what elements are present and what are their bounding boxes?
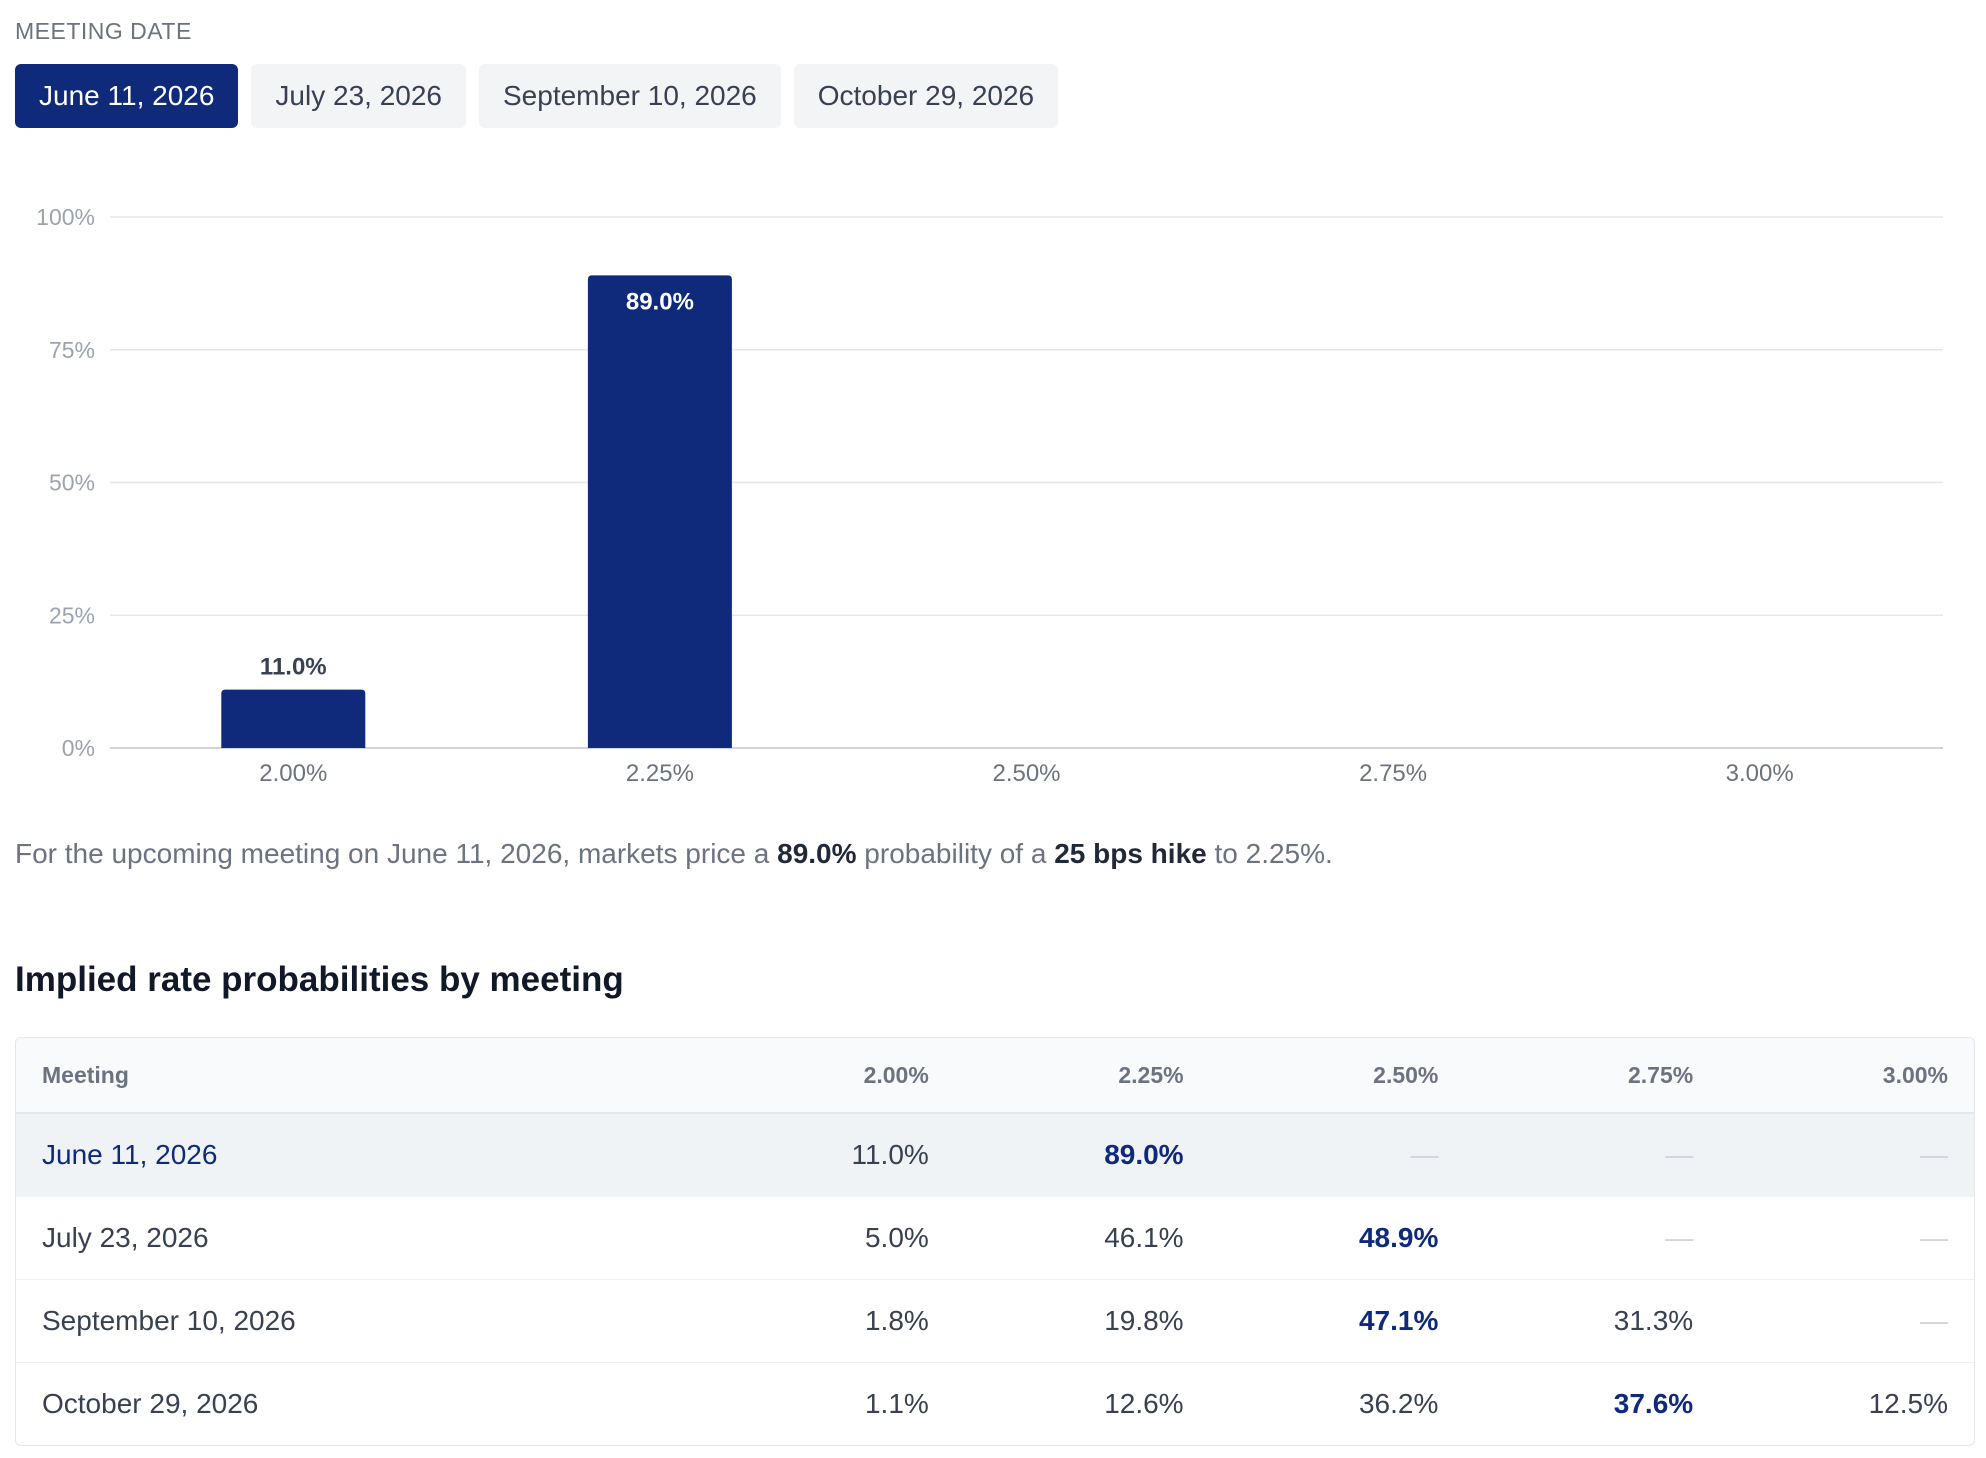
- row-probability-cell: 89.0%: [954, 1113, 1210, 1197]
- row-probability-cell: 31.3%: [1464, 1279, 1720, 1363]
- y-tick-label: 25%: [49, 602, 95, 628]
- bar: [221, 689, 366, 748]
- row-probability-cell: 12.5%: [1868, 1388, 1948, 1419]
- x-tick-label: 2.00%: [259, 760, 327, 787]
- row-probability-cell: 47.1%: [1209, 1279, 1465, 1363]
- row-probability-cell: —: [1209, 1113, 1465, 1197]
- summary-move: 25 bps hike: [1054, 838, 1207, 869]
- row-meeting: June 11, 2026: [16, 1113, 700, 1197]
- row-meeting: July 23, 2026: [16, 1196, 700, 1280]
- y-tick-label: 100%: [36, 204, 95, 230]
- summary-suffix: to 2.25%.: [1206, 838, 1333, 869]
- y-tick-label: 50%: [49, 470, 95, 496]
- table-title: Implied rate probabilities by meeting: [15, 960, 624, 999]
- row-probability-cell: 1.8%: [700, 1279, 955, 1363]
- table-row[interactable]: October 29, 2026 1.1% 12.6% 36.2% 37.6% 12.5%: [16, 1363, 1974, 1446]
- tab-october-29-2026[interactable]: October 29, 2026: [793, 64, 1059, 128]
- header-rate: 2.25%: [954, 1038, 1210, 1114]
- summary-probability: 89.0%: [777, 838, 857, 869]
- tab-september-10-2026[interactable]: September 10, 2026: [479, 64, 781, 128]
- row-probability-cell: —: [1719, 1196, 1974, 1280]
- x-tick-label: 2.50%: [992, 760, 1060, 787]
- row-probability-cell: 48.9%: [1209, 1196, 1465, 1280]
- row-probability-cell: 11.0%: [700, 1113, 955, 1197]
- header-rate: 2.75%: [1464, 1038, 1720, 1114]
- row-probability-cell: 5.0%: [700, 1196, 955, 1280]
- row-probability-cell: 1.1%: [864, 1388, 929, 1419]
- x-tick-label: 2.75%: [1359, 760, 1427, 787]
- probability-bar-chart: 0% 25% 50% 75% 100% 11.0% 2.00% 89.0% 2.25% 2.50%…: [36, 204, 1943, 787]
- table-row[interactable]: September 10, 2026 1.8% 19.8% 47.1% 31.3% —: [16, 1279, 1974, 1363]
- row-probability-cell: 46.1%: [954, 1196, 1210, 1280]
- y-tick-label: 0%: [62, 735, 95, 761]
- header-rate: 2.50%: [1209, 1038, 1465, 1114]
- table-row[interactable]: July 23, 2026 5.0% 46.1% 48.9% — —: [16, 1196, 1974, 1280]
- bar: [587, 275, 732, 748]
- y-tick-label: 75%: [49, 337, 95, 363]
- header-rate: 2.00%: [700, 1038, 955, 1114]
- row-probability-cell: —: [1719, 1279, 1974, 1363]
- row-meeting: October 29, 2026: [42, 1388, 259, 1419]
- meeting-date-label: MEETING DATE: [15, 18, 192, 44]
- x-tick-label: 3.00%: [1726, 760, 1794, 787]
- table-header-row: Meeting 2.00% 2.25% 2.50% 2.75% 3.00%: [16, 1038, 1974, 1114]
- bar-value-label: 11.0%: [260, 654, 327, 681]
- meeting-date-tabs: June 11, 2026 July 23, 2026 September 10…: [15, 64, 1059, 128]
- row-probability-cell: —: [1464, 1196, 1720, 1280]
- row-probability-cell: 12.6%: [1104, 1388, 1184, 1419]
- summary-middle: probability of a: [856, 838, 1055, 869]
- table-row[interactable]: June 11, 2026 11.0% 89.0% — — —: [16, 1113, 1974, 1197]
- row-probability-cell: —: [1719, 1113, 1974, 1197]
- tab-july-23-2026[interactable]: July 23, 2026: [251, 64, 466, 128]
- row-probability-cell: 37.6%: [1613, 1388, 1694, 1419]
- row-meeting: September 10, 2026: [16, 1279, 700, 1363]
- probability-table: Meeting 2.00% 2.25% 2.50% 2.75% 3.00% Ju…: [15, 1037, 1975, 1446]
- header-rate: 3.00%: [1719, 1038, 1974, 1114]
- header-meeting: Meeting: [16, 1038, 700, 1114]
- row-probability-cell: 19.8%: [954, 1279, 1210, 1363]
- tab-june-11-2026[interactable]: June 11, 2026: [15, 64, 239, 128]
- row-probability-cell: —: [1464, 1113, 1720, 1197]
- x-tick-label: 2.25%: [626, 760, 694, 787]
- summary-prefix: For the upcoming meeting on June 11, 202…: [15, 838, 778, 869]
- bar-value-label: 89.0%: [626, 288, 694, 315]
- row-probability-cell: 36.2%: [1358, 1388, 1439, 1419]
- summary-text: For the upcoming meeting on June 11, 202…: [15, 838, 1333, 870]
